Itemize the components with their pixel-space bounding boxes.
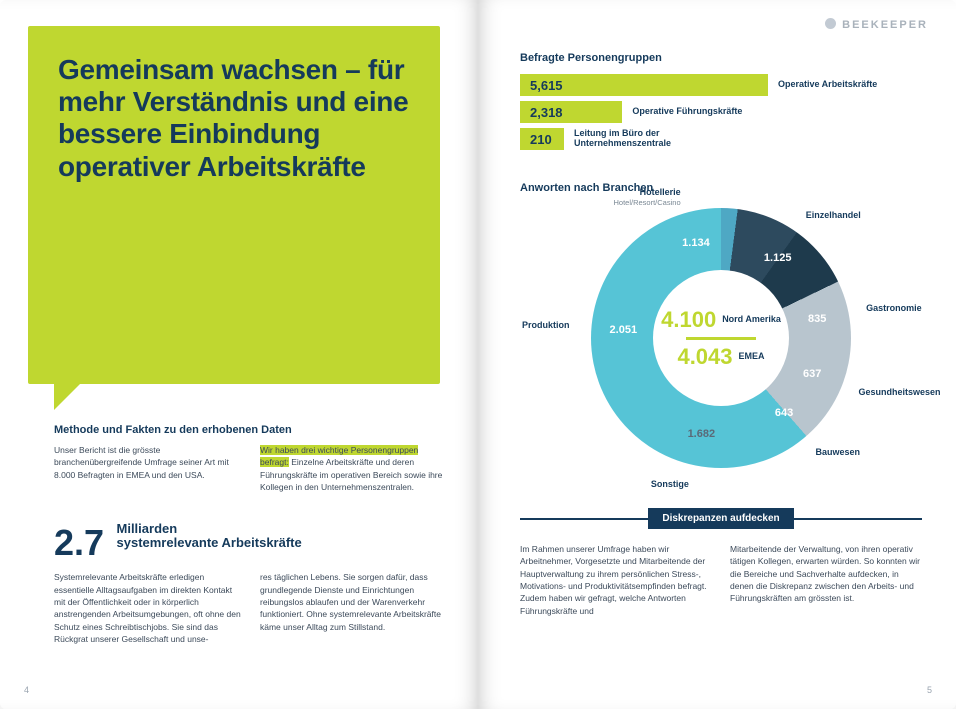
segment-value: 1.134 <box>682 237 710 249</box>
donut-title: Anworten nach Branchen <box>520 182 922 194</box>
brand-dot-icon <box>825 18 836 29</box>
stat-section: 2.7 Milliarden systemrelevante Arbeitskr… <box>54 522 448 645</box>
group-row: 5,615 Operative Arbeitskräfte <box>520 74 922 96</box>
group-label: Leitung im Büro der Unternehmenszentrale <box>574 129 724 149</box>
groups-chart: Befragte Personengruppen 5,615 Operative … <box>520 52 922 155</box>
hero-title: Gemeinsam wachsen – für mehr Verständnis… <box>58 54 410 183</box>
group-row: 2,318 Operative Führungskräfte <box>520 101 922 123</box>
stat-big-number: 2.7 <box>54 525 104 561</box>
method-heading: Methode und Fakten zu den erhobenen Date… <box>54 424 448 436</box>
method-col1: Unser Bericht ist die grösste branchenüb… <box>54 444 242 493</box>
segment-label: Bauwesen <box>816 447 861 457</box>
disc-col2: Mitarbeitende der Verwaltung, von ihren … <box>730 543 922 617</box>
segment-value: 643 <box>775 407 793 419</box>
segment-label: Produktion <box>522 320 570 330</box>
stat-col2: res täglichen Lebens. Sie sorgen dafür, … <box>260 571 448 645</box>
brand-mark: BEEKEEPER <box>825 18 928 31</box>
group-value: 2,318 <box>530 105 563 120</box>
segment-label: Sonstige <box>651 479 689 489</box>
discrepancy-heading: Diskrepanzen aufdecken <box>648 508 793 529</box>
stat-label: Milliarden systemrelevante Arbeitskräfte <box>117 522 302 551</box>
group-bar: 210 <box>520 128 564 150</box>
hero-tail-icon <box>54 382 82 410</box>
segment-value: 637 <box>803 368 821 380</box>
segment-label: Gastronomie <box>866 303 922 313</box>
groups-title: Befragte Personengruppen <box>520 52 922 64</box>
donut-center-divider <box>686 337 756 340</box>
method-col2: Wir haben drei wichtige Personengruppen … <box>260 444 448 493</box>
segment-value: 2.051 <box>610 324 638 336</box>
group-bar: 5,615 <box>520 74 768 96</box>
stat-col1: Systemrelevante Arbeitskräfte erledigen … <box>54 571 242 645</box>
hero-block: Gemeinsam wachsen – für mehr Verständnis… <box>28 26 440 384</box>
divider-line <box>794 518 922 520</box>
donut-chart: Anworten nach Branchen 4.100Nord Amerika… <box>520 182 922 468</box>
segment-label: Einzelhandel <box>806 210 861 220</box>
segment-label: HotellerieHotel/Resort/Casino <box>614 187 681 207</box>
discrepancy-section: Diskrepanzen aufdecken Im Rahmen unserer… <box>520 508 922 617</box>
page-right: BEEKEEPER Befragte Personengruppen 5,615… <box>478 0 956 709</box>
segment-value: 1.682 <box>688 428 716 440</box>
divider-line <box>520 518 648 520</box>
group-bar: 2,318 <box>520 101 622 123</box>
page-number-left: 4 <box>24 685 29 695</box>
segment-value: 1.125 <box>764 252 792 264</box>
group-row: 210 Leitung im Büro der Unternehmenszentr… <box>520 128 922 150</box>
group-value: 5,615 <box>530 78 563 93</box>
page-number-right: 5 <box>927 685 932 695</box>
segment-value: 835 <box>808 313 826 325</box>
disc-col1: Im Rahmen unserer Umfrage haben wir Arbe… <box>520 543 712 617</box>
group-value: 210 <box>530 132 552 147</box>
group-label: Operative Arbeitskräfte <box>778 80 877 90</box>
report-spread: Gemeinsam wachsen – für mehr Verständnis… <box>0 0 956 709</box>
segment-label: Gesundheitswesen <box>859 387 941 397</box>
method-section: Methode und Fakten zu den erhobenen Date… <box>54 424 448 493</box>
donut-center: 4.100Nord Amerika 4.043EMEA <box>653 270 789 406</box>
group-label: Operative Führungskräfte <box>632 107 742 117</box>
page-left: Gemeinsam wachsen – für mehr Verständnis… <box>0 0 478 709</box>
